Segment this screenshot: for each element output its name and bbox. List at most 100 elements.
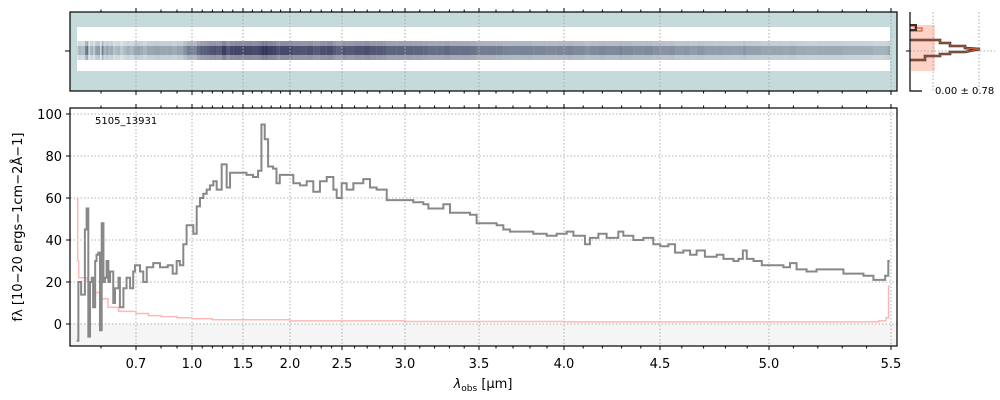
x-tick-label: 2.0 bbox=[280, 357, 301, 372]
spectrum-2d-trace-core bbox=[469, 46, 477, 55]
spectrum-2d-trace-core bbox=[369, 46, 377, 55]
spectrum-2d-trace-core bbox=[313, 46, 320, 55]
spectrum-2d-trace-core bbox=[276, 46, 280, 55]
spectrum-2d-trace-core bbox=[186, 46, 191, 55]
spectrum-2d-trace-core bbox=[84, 46, 87, 55]
spectrum-2d-trace-core bbox=[696, 46, 705, 55]
spectrum-2d-trace-core bbox=[880, 46, 886, 55]
y-tick-label: 40 bbox=[45, 234, 62, 249]
spectrum-2d-trace-core bbox=[460, 46, 470, 55]
spectrum-2d-trace-core bbox=[623, 46, 634, 55]
spectrum-2d-trace-core bbox=[123, 46, 127, 55]
spectrum-2d-trace-core bbox=[873, 46, 881, 55]
x-tick-label: 1.0 bbox=[182, 357, 203, 372]
spectrum-2d-trace-core bbox=[319, 46, 327, 55]
y-tick-label: 80 bbox=[45, 150, 62, 165]
spectrum-2d-trace-core bbox=[753, 46, 762, 55]
spectrum-2d-trace-core bbox=[99, 46, 102, 55]
spectrum-2d-trace-core bbox=[346, 46, 354, 55]
spectrum-2d-trace-core bbox=[196, 46, 200, 55]
spectrum-2d-trace-core bbox=[91, 46, 94, 55]
spectrum-2d-trace-core bbox=[863, 46, 874, 55]
x-tick-label: 3.5 bbox=[469, 357, 490, 372]
spectrum-2d-trace-core bbox=[742, 46, 747, 55]
spectrum-2d-trace-core bbox=[428, 46, 437, 55]
spectrum-2d-trace-core bbox=[573, 46, 585, 55]
error-spectrum-line bbox=[76, 197, 891, 323]
spectrum-2d-trace-core bbox=[243, 46, 247, 55]
spectrum-2d-trace-core bbox=[326, 46, 334, 55]
negative-flux-shade bbox=[70, 324, 897, 346]
spectrum-2d-trace-core bbox=[213, 46, 217, 55]
x-tick-label: 3.0 bbox=[395, 357, 416, 372]
y-axis-label: fλ [10−20 ergs−1cm−2Å−1] bbox=[10, 133, 26, 322]
spectrum-2d-trace-core bbox=[209, 46, 214, 55]
spectrum-2d-trace-core bbox=[436, 46, 444, 55]
spectrum-2d-trace-core bbox=[179, 46, 184, 55]
spectrum-2d-trace-core bbox=[146, 46, 154, 55]
spectrum-2d-trace-core bbox=[261, 46, 265, 55]
spectrum-2d-trace-core bbox=[733, 46, 739, 55]
flux-spectrum-line bbox=[76, 123, 890, 342]
spectrum-2d-trace-core bbox=[396, 46, 406, 55]
spectrum-2d-trace-core bbox=[333, 46, 337, 55]
spectrum-2d-trace-core bbox=[833, 46, 844, 55]
spectrum-1d-frame bbox=[69, 107, 898, 347]
spectrum-2d-trace-core bbox=[660, 46, 669, 55]
profile-model bbox=[910, 39, 981, 61]
spectrum-2d-trace-core bbox=[796, 46, 807, 55]
spectrum-2d-trace-core bbox=[816, 46, 824, 55]
spectrum-2d-trace-core bbox=[598, 46, 607, 55]
spectrum-2d-trace-core bbox=[509, 46, 520, 55]
x-tick-label: 0.7 bbox=[126, 357, 147, 372]
spectrum-2d-trace-core bbox=[353, 46, 364, 55]
spectrum-2d-trace-core bbox=[476, 46, 487, 55]
spectrum-2d-trace-core bbox=[140, 46, 144, 55]
object-id-label: 5105_13931 bbox=[95, 116, 157, 127]
spectrum-2d-trace-core bbox=[843, 46, 854, 55]
spectrum-2d-trace-core bbox=[606, 46, 619, 55]
spectrum-2d-trace-core bbox=[126, 46, 131, 55]
profile-axes bbox=[909, 12, 922, 92]
spectrum-2d-trace-core bbox=[153, 46, 160, 55]
spectrum-2d-trace-core bbox=[240, 46, 244, 55]
spectrum-2d-trace-core bbox=[363, 46, 370, 55]
spectrum-2d-trace-core bbox=[113, 46, 115, 55]
spectrum-2d-panel bbox=[65, 11, 898, 92]
spectrum-2d-trace-core bbox=[566, 46, 574, 55]
spectrum-2d-trace-core bbox=[246, 46, 254, 55]
spectrum-2d-trace-core bbox=[203, 46, 207, 55]
spectrum-2d-trace-core bbox=[783, 46, 790, 55]
x-tick-label: 4.5 bbox=[650, 357, 671, 372]
spectrum-2d-trace-core bbox=[443, 46, 450, 55]
y-tick-label: 20 bbox=[45, 276, 62, 291]
x-tick-label: 1.5 bbox=[233, 357, 254, 372]
spectrum-2d-trace-core bbox=[253, 46, 259, 55]
spectrum-2d-trace-core bbox=[423, 46, 429, 55]
spectrum-2d-trace-core bbox=[683, 46, 691, 55]
spectrum-2d-trace-core bbox=[789, 46, 797, 55]
spectrum-2d-trace-core bbox=[90, 46, 92, 55]
spectrum-2d-trace-core bbox=[160, 46, 168, 55]
x-tick-label: 5.5 bbox=[881, 357, 902, 372]
spectrum-2d-trace-core bbox=[386, 46, 397, 55]
spectrum-2d-trace-core bbox=[95, 46, 97, 55]
spectrum-2d-trace-core bbox=[690, 46, 697, 55]
spectrum-2d-trace-core bbox=[704, 46, 717, 55]
spectrum-2d-trace-core bbox=[413, 46, 424, 55]
spectrum-2d-trace-core bbox=[115, 46, 119, 55]
spectrum-2d-trace-core bbox=[405, 46, 414, 55]
spectrum-2d-trace-core bbox=[130, 46, 134, 55]
spectrum-2d-trace-core bbox=[279, 46, 287, 55]
y-tick-label: 100 bbox=[37, 108, 62, 123]
spectrum-2d-trace-core bbox=[233, 46, 241, 55]
spectrum-2d-trace-core bbox=[183, 46, 187, 55]
spectrum-2d-trace-core bbox=[546, 46, 557, 55]
spectrum-2d-trace-core bbox=[738, 46, 743, 55]
spectrum-2d-trace-core bbox=[101, 46, 104, 55]
spectrum-2d-trace-core bbox=[118, 46, 120, 55]
spectrum-2d-trace-core bbox=[199, 46, 204, 55]
profile-data-top bbox=[910, 24, 917, 31]
x-tick-label: 5.0 bbox=[759, 357, 780, 372]
spectrum-2d-trace-core bbox=[723, 46, 734, 55]
